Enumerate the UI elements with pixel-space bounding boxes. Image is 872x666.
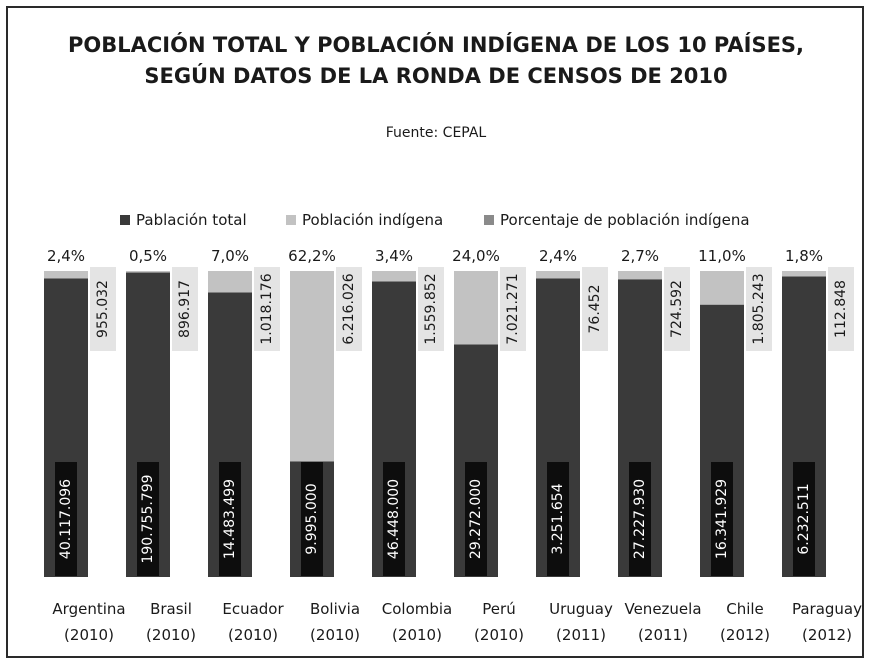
category-year-1: (2010) xyxy=(64,626,114,644)
total-value-label-1: 40.117.096 xyxy=(58,479,74,559)
indigenous-label-box-9 xyxy=(746,267,772,351)
bar-indigenous-6 xyxy=(454,271,498,345)
total-value-label-2: 190.755.799 xyxy=(140,474,156,563)
bars: 2,4% 955.032 40.117.096 Argentina (2010) 0,5%… xyxy=(44,247,862,644)
total-label-box-3 xyxy=(219,462,241,576)
category-name-9: Chile xyxy=(726,600,764,618)
total-value-label-7: 3.251.654 xyxy=(550,483,566,554)
total-value-label-4: 9.995.000 xyxy=(304,483,320,554)
legend-swatch-percent xyxy=(484,215,494,225)
category-name-2: Brasil xyxy=(150,600,192,618)
total-label-box-9 xyxy=(711,462,733,576)
indigenous-value-label-6: 7.021.271 xyxy=(505,273,521,344)
category-year-6: (2010) xyxy=(474,626,524,644)
indigenous-label-box-10 xyxy=(828,267,854,351)
total-label-box-7 xyxy=(547,462,569,576)
indigenous-value-label-9: 1.805.243 xyxy=(751,273,767,344)
indigenous-value-label-7: 76.452 xyxy=(587,285,603,334)
percent-label-8: 2,7% xyxy=(621,247,659,265)
category-year-7: (2011) xyxy=(556,626,606,644)
category-year-5: (2010) xyxy=(392,626,442,644)
indigenous-value-label-5: 1.559.852 xyxy=(423,273,439,344)
total-label-box-1 xyxy=(55,462,77,576)
percent-label-5: 3,4% xyxy=(375,247,413,265)
bar-indigenous-5 xyxy=(372,271,416,282)
total-label-box-2 xyxy=(137,462,159,576)
bar-indigenous-4 xyxy=(290,271,334,462)
legend-swatch-total xyxy=(120,215,130,225)
legend-swatch-indigenous xyxy=(286,215,296,225)
category-year-10: (2012) xyxy=(802,626,852,644)
percent-label-10: 1,8% xyxy=(785,247,823,265)
category-year-3: (2010) xyxy=(228,626,278,644)
indigenous-value-label-8: 724.592 xyxy=(669,280,685,338)
indigenous-label-box-5 xyxy=(418,267,444,351)
indigenous-value-label-3: 1.018.176 xyxy=(259,273,275,344)
total-value-label-3: 14.483.499 xyxy=(222,479,238,559)
total-value-label-6: 29.272.000 xyxy=(468,479,484,559)
category-year-8: (2011) xyxy=(638,626,688,644)
bar-indigenous-10 xyxy=(782,271,826,277)
indigenous-label-box-7 xyxy=(582,267,608,351)
bar-indigenous-7 xyxy=(536,271,580,279)
bar-indigenous-2 xyxy=(126,271,170,273)
total-label-box-6 xyxy=(465,462,487,576)
bar-indigenous-9 xyxy=(700,271,744,305)
indigenous-label-box-3 xyxy=(254,267,280,351)
total-value-label-10: 6.232.511 xyxy=(796,483,812,554)
chart-title-line1: POBLACIÓN TOTAL Y POBLACIÓN INDÍGENA DE … xyxy=(68,32,804,57)
percent-label-7: 2,4% xyxy=(539,247,577,265)
bar-indigenous-8 xyxy=(618,271,662,280)
percent-label-9: 11,0% xyxy=(698,247,746,265)
category-name-3: Ecuador xyxy=(222,600,284,618)
category-name-7: Uruguay xyxy=(549,600,613,618)
legend-label-indigenous: Población indígena xyxy=(302,211,443,229)
category-year-9: (2012) xyxy=(720,626,770,644)
percent-label-2: 0,5% xyxy=(129,247,167,265)
indigenous-value-label-10: 112.848 xyxy=(833,280,849,338)
category-year-2: (2010) xyxy=(146,626,196,644)
total-label-box-8 xyxy=(629,462,651,576)
percent-label-4: 62,2% xyxy=(288,247,336,265)
bar-indigenous-3 xyxy=(208,271,252,293)
total-value-label-8: 27.227.930 xyxy=(632,479,648,559)
total-label-box-10 xyxy=(793,462,815,576)
category-name-1: Argentina xyxy=(52,600,125,618)
indigenous-value-label-1: 955.032 xyxy=(95,280,111,338)
legend-label-percent: Porcentaje de población indígena xyxy=(500,211,750,229)
total-label-box-5 xyxy=(383,462,405,576)
percent-label-3: 7,0% xyxy=(211,247,249,265)
category-year-4: (2010) xyxy=(310,626,360,644)
indigenous-label-box-4 xyxy=(336,267,362,351)
indigenous-label-box-2 xyxy=(172,267,198,351)
percent-label-1: 2,4% xyxy=(47,247,85,265)
bar-indigenous-1 xyxy=(44,271,88,279)
total-label-box-4 xyxy=(301,462,323,576)
percent-label-6: 24,0% xyxy=(452,247,500,265)
total-value-label-9: 16.341.929 xyxy=(714,479,730,559)
category-name-4: Bolivia xyxy=(310,600,360,618)
category-name-8: Venezuela xyxy=(624,600,701,618)
indigenous-label-box-1 xyxy=(90,267,116,351)
legend-label-total: Pablación total xyxy=(136,211,247,229)
category-name-6: Perú xyxy=(482,600,515,618)
category-name-10: Paraguay xyxy=(792,600,862,618)
indigenous-value-label-2: 896.917 xyxy=(177,280,193,338)
chart-title-line2: SEGÚN DATOS DE LA RONDA DE CENSOS DE 201… xyxy=(144,63,727,88)
category-name-5: Colombia xyxy=(382,600,453,618)
legend: Pablación total Población indígena Porce… xyxy=(120,211,750,229)
indigenous-label-box-8 xyxy=(664,267,690,351)
total-value-label-5: 46.448.000 xyxy=(386,479,402,559)
chart-source: Fuente: CEPAL xyxy=(386,125,487,141)
indigenous-label-box-6 xyxy=(500,267,526,351)
indigenous-value-label-4: 6.216.026 xyxy=(341,273,357,344)
